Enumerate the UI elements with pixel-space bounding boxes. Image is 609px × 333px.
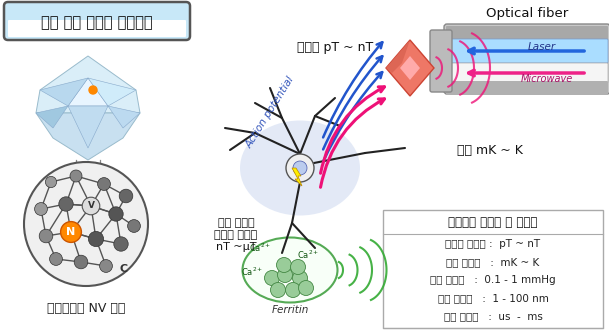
- Text: 자기장 민감도 :  pT ~ nT: 자기장 민감도 : pT ~ nT: [445, 239, 541, 249]
- FancyBboxPatch shape: [444, 24, 609, 94]
- Circle shape: [292, 270, 308, 285]
- Circle shape: [83, 198, 99, 214]
- Polygon shape: [400, 56, 420, 80]
- Text: Ferritin: Ferritin: [272, 305, 309, 315]
- Circle shape: [278, 267, 292, 282]
- Text: 시간 분해능   :  us  -  ms: 시간 분해능 : us - ms: [443, 311, 543, 321]
- Circle shape: [100, 260, 113, 272]
- Circle shape: [264, 270, 280, 285]
- Circle shape: [97, 177, 110, 190]
- Text: Microwave: Microwave: [521, 74, 573, 84]
- Polygon shape: [40, 78, 88, 106]
- Circle shape: [88, 231, 104, 247]
- Text: 활성 특이적
자기장 인코더
nT ~μT: 활성 특이적 자기장 인코더 nT ~μT: [214, 218, 258, 252]
- Polygon shape: [36, 113, 140, 160]
- Circle shape: [128, 219, 141, 232]
- FancyBboxPatch shape: [4, 2, 190, 40]
- Circle shape: [59, 197, 73, 211]
- Circle shape: [293, 161, 307, 175]
- Text: 압력 민감도   :  0.1 - 1 mmHg: 압력 민감도 : 0.1 - 1 mmHg: [430, 275, 556, 285]
- Text: 양자센서 민감도 및 분해능: 양자센서 민감도 및 분해능: [448, 216, 538, 229]
- Circle shape: [109, 207, 123, 221]
- Polygon shape: [292, 168, 302, 186]
- Ellipse shape: [242, 237, 337, 302]
- Circle shape: [290, 259, 306, 274]
- Circle shape: [61, 221, 82, 242]
- Text: N: N: [66, 227, 76, 237]
- Text: Laser: Laser: [528, 42, 556, 52]
- Polygon shape: [386, 40, 410, 73]
- Polygon shape: [108, 106, 140, 128]
- Polygon shape: [36, 56, 140, 113]
- Circle shape: [35, 202, 48, 215]
- FancyBboxPatch shape: [446, 81, 608, 95]
- Polygon shape: [36, 106, 68, 128]
- Text: C: C: [120, 264, 128, 274]
- Circle shape: [82, 197, 100, 215]
- Text: Ca$^{2+}$: Ca$^{2+}$: [297, 249, 319, 261]
- Text: Ca$^{2+}$: Ca$^{2+}$: [241, 266, 263, 278]
- Text: 다이아몬드 NV 센터: 다이아몬드 NV 센터: [47, 301, 125, 314]
- Text: Ca$^{2+}$: Ca$^{2+}$: [249, 242, 271, 254]
- Circle shape: [286, 282, 300, 297]
- FancyBboxPatch shape: [446, 26, 608, 40]
- FancyBboxPatch shape: [430, 30, 452, 92]
- Text: Optical fiber: Optical fiber: [486, 8, 568, 21]
- Text: 원자 크기 초정밀 양자센서: 원자 크기 초정밀 양자센서: [41, 16, 153, 31]
- FancyBboxPatch shape: [446, 63, 608, 83]
- Circle shape: [270, 282, 286, 297]
- Text: V: V: [88, 201, 94, 210]
- Ellipse shape: [240, 121, 360, 215]
- Circle shape: [46, 176, 57, 187]
- FancyBboxPatch shape: [383, 210, 603, 328]
- Polygon shape: [386, 40, 434, 96]
- Circle shape: [119, 189, 133, 203]
- Circle shape: [276, 257, 292, 272]
- Text: 온도 mK ~ K: 온도 mK ~ K: [457, 144, 523, 157]
- Circle shape: [298, 280, 314, 295]
- Circle shape: [49, 253, 62, 265]
- Text: Action potential: Action potential: [244, 74, 296, 150]
- Polygon shape: [88, 78, 136, 106]
- Circle shape: [89, 86, 97, 94]
- Circle shape: [114, 237, 128, 251]
- Text: 공간 분해능   :  1 - 100 nm: 공간 분해능 : 1 - 100 nm: [437, 293, 549, 303]
- Text: 자기장 pT ~ nT: 자기장 pT ~ nT: [297, 41, 373, 54]
- Polygon shape: [68, 78, 108, 106]
- Circle shape: [74, 255, 88, 269]
- Circle shape: [286, 154, 314, 182]
- Circle shape: [39, 229, 53, 243]
- Text: 온도 민감도   :  mK ~ K: 온도 민감도 : mK ~ K: [446, 257, 540, 267]
- FancyBboxPatch shape: [446, 39, 608, 63]
- FancyBboxPatch shape: [8, 20, 186, 37]
- Polygon shape: [68, 106, 108, 148]
- Circle shape: [63, 224, 79, 240]
- Circle shape: [70, 170, 82, 182]
- Circle shape: [24, 162, 148, 286]
